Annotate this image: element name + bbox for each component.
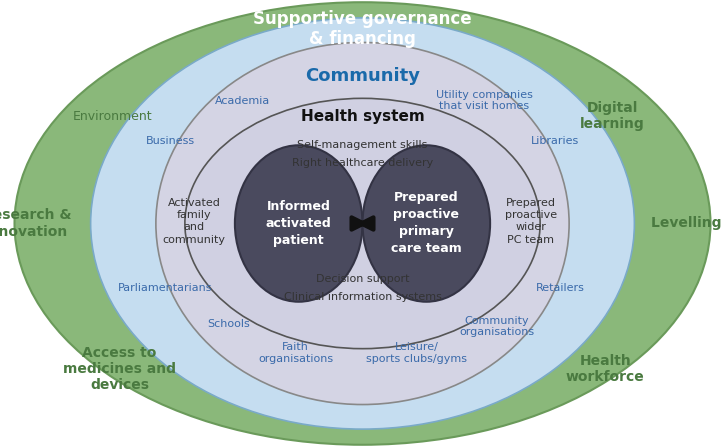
Text: Utility companies
that visit homes: Utility companies that visit homes (436, 90, 533, 111)
Text: Retailers: Retailers (536, 283, 585, 293)
Text: Clinical information systems: Clinical information systems (283, 292, 442, 302)
Ellipse shape (362, 145, 490, 302)
Text: Informed
activated
patient: Informed activated patient (266, 200, 331, 247)
Text: Academia: Academia (215, 96, 270, 105)
Text: Community: Community (305, 67, 420, 85)
Text: Community
organisations: Community organisations (459, 316, 534, 337)
Text: Libraries: Libraries (531, 136, 579, 146)
Ellipse shape (235, 145, 362, 302)
Text: Environment: Environment (72, 110, 152, 123)
Ellipse shape (91, 18, 634, 429)
Text: Access to
medicines and
devices: Access to medicines and devices (63, 346, 176, 392)
Text: Decision support: Decision support (316, 274, 409, 284)
Text: Supportive governance
& financing: Supportive governance & financing (253, 10, 472, 48)
Text: Business: Business (146, 136, 195, 146)
Text: Prepared
proactive
wider
PC team: Prepared proactive wider PC team (505, 198, 557, 245)
Text: Faith
organisations: Faith organisations (258, 342, 334, 364)
Text: Research &
innovation: Research & innovation (0, 208, 72, 239)
Ellipse shape (156, 42, 569, 405)
Text: Digital
learning: Digital learning (580, 101, 645, 131)
Text: Right healthcare delivery: Right healthcare delivery (292, 158, 433, 168)
Text: Leisure/
sports clubs/gyms: Leisure/ sports clubs/gyms (366, 342, 468, 364)
Text: Parliamentarians: Parliamentarians (118, 283, 212, 293)
Ellipse shape (14, 2, 710, 445)
Text: Health system: Health system (301, 109, 424, 124)
Text: Health
workforce: Health workforce (566, 354, 645, 384)
Text: Prepared
proactive
primary
care team: Prepared proactive primary care team (391, 191, 462, 256)
Text: Schools: Schools (207, 319, 249, 329)
Text: Activated
family
and
community: Activated family and community (163, 198, 225, 245)
Text: Self-management skills: Self-management skills (297, 140, 428, 150)
Text: Levelling up: Levelling up (650, 216, 725, 231)
Ellipse shape (185, 98, 540, 349)
FancyArrowPatch shape (352, 217, 373, 230)
